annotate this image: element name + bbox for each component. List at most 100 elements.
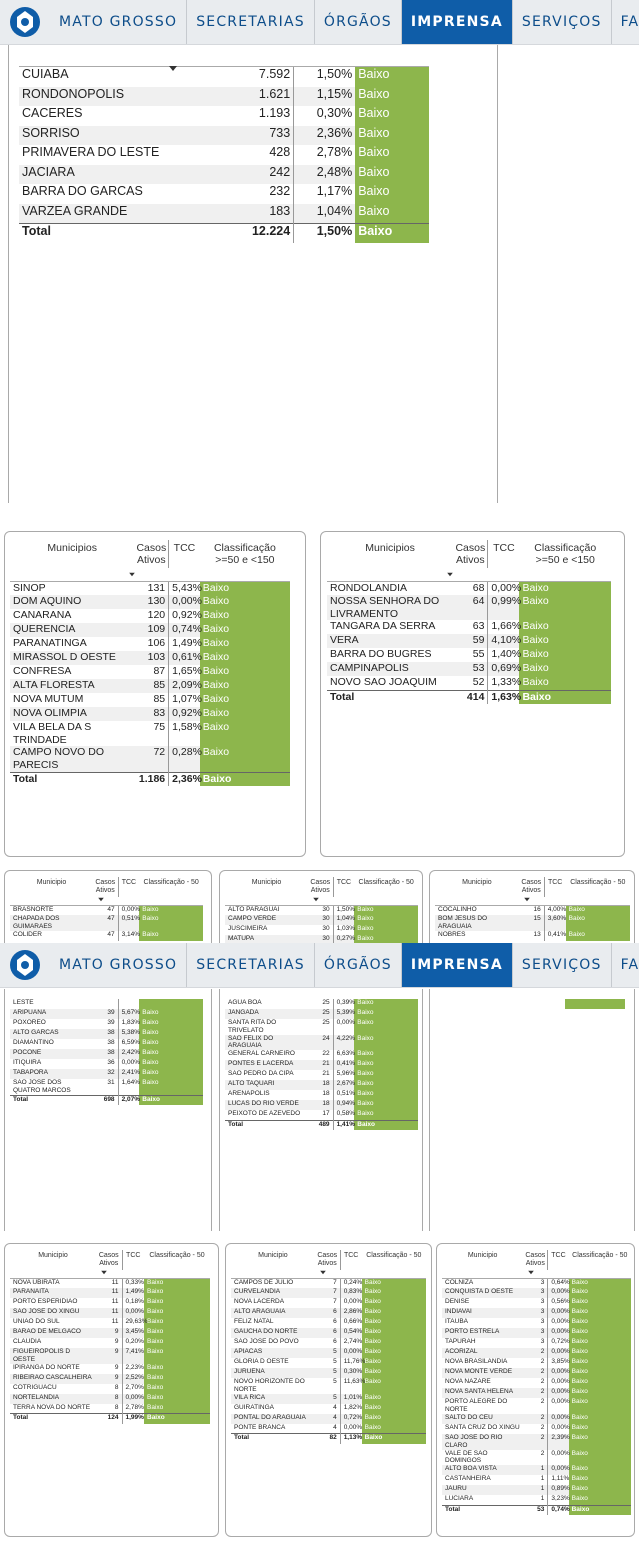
table-row[interactable]: PONTAL DO ARAGUAIA 4 0,72% Baixo: [231, 1413, 426, 1424]
table-row[interactable]: APIACAS 5 0,00% Baixo: [231, 1348, 426, 1359]
table-row[interactable]: PORTO ESPERIDIAO 11 0,18% Baixo: [10, 1298, 210, 1309]
table-row[interactable]: COTRIGUACU 8 2,70% Baixo: [10, 1383, 210, 1394]
table-row[interactable]: GAUCHA DO NORTE 6 0,54% Baixo: [231, 1328, 426, 1339]
column-header-mun[interactable]: Municipio: [258, 1252, 288, 1259]
table-row[interactable]: JUSCIMEIRA 30 1,03% Baixo: [225, 925, 418, 936]
column-header-mun[interactable]: Municipio: [36, 879, 67, 886]
column-header-mun[interactable]: Municipio: [251, 879, 282, 886]
table-row[interactable]: JACIARA 242 2,48% Baixo: [19, 164, 429, 184]
table-row[interactable]: CASTANHEIRA 1 1,11% Baixo: [442, 1475, 631, 1486]
nav-mato-grosso[interactable]: MATO GROSSO: [50, 943, 188, 987]
column-header-casos[interactable]: Casos Ativos: [314, 1250, 341, 1271]
table-row[interactable]: NOVA LACERDA 7 0,00% Baixo: [231, 1298, 426, 1309]
table-row[interactable]: FIGUEIROPOLIS D OESTE 9 7,41% Baixo: [10, 1348, 210, 1364]
table-row[interactable]: ALTO ARAGUAIA 6 2,86% Baixo: [231, 1308, 426, 1319]
column-header-cls[interactable]: Classificação - 50: [570, 879, 626, 886]
sort-desc-icon[interactable]: [98, 897, 104, 902]
table-row[interactable]: TERRA NOVA DO NORTE 8 2,78% Baixo: [10, 1403, 210, 1414]
table-row[interactable]: COCALINHO 16 4,00% Baixo: [435, 905, 630, 916]
column-header-mun[interactable]: Municipio: [467, 1252, 498, 1259]
nav-imprensa[interactable]: IMPRENSA: [401, 943, 513, 987]
table-row[interactable]: QUERENCIA 109 0,74% Baixo: [10, 623, 290, 638]
table-row[interactable]: RONDOLANDIA 68 0,00% Baixo: [327, 581, 611, 596]
sort-desc-icon[interactable]: [523, 897, 530, 902]
table-row[interactable]: PORTO ESTRELA 3 0,00% Baixo: [442, 1328, 631, 1339]
table-row[interactable]: INDIAVAI 3 0,00% Baixo: [442, 1308, 631, 1319]
table-row[interactable]: NOVA NAZARE 2 0,00% Baixo: [442, 1378, 631, 1389]
table-row[interactable]: CAMPINAPOLIS 53 0,69% Baixo: [327, 662, 611, 677]
column-header-tcc[interactable]: TCC: [493, 542, 515, 554]
table-row[interactable]: NOVA OLIMPIA 83 0,92% Baixo: [10, 707, 290, 722]
table-row[interactable]: SANTA RITA DO TRIVELATO 25 0,00% Baixo: [225, 1019, 418, 1035]
table-row[interactable]: ITAUBA 3 0,00% Baixo: [442, 1318, 631, 1329]
table-row[interactable]: PARANAITA 11 1,49% Baixo: [10, 1288, 210, 1299]
table-row[interactable]: PEIXOTO DE AZEVEDO 17 0,58% Baixo: [225, 1110, 418, 1121]
table-row[interactable]: NOBRES 13 0,41% Baixo: [435, 930, 630, 941]
table-row[interactable]: CLAUDIA 9 0,20% Baixo: [10, 1338, 210, 1349]
table-row[interactable]: VALE DE SAO DOMINGOS 2 0,00% Baixo: [442, 1449, 631, 1466]
table-row[interactable]: CONFRESA 87 1,65% Baixo: [10, 665, 290, 680]
table-row[interactable]: BARRA DO GARCAS 232 1,17% Baixo: [19, 184, 429, 204]
nav-mato-grosso[interactable]: MATO GROSSO: [50, 0, 188, 44]
table-row[interactable]: CURVELANDIA 7 0,83% Baixo: [231, 1288, 426, 1299]
table-row[interactable]: JANGADA 25 5,39% Baixo: [225, 1009, 418, 1019]
table-row[interactable]: CAMPO VERDE 30 1,04% Baixo: [225, 915, 418, 926]
table-row[interactable]: PARANATINGA 106 1,49% Baixo: [10, 637, 290, 652]
table-row[interactable]: ALTO TAQUARI 18 2,67% Baixo: [225, 1080, 418, 1091]
table-row[interactable]: CAMPO NOVO DO PARECIS 72 0,28% Baixo: [10, 746, 290, 773]
sort-desc-icon[interactable]: [169, 66, 177, 71]
column-header-tcc[interactable]: TCC: [336, 879, 352, 886]
table-row[interactable]: CAMPOS DE JULIO 7 0,24% Baixo: [231, 1278, 426, 1289]
table-row[interactable]: CONQUISTA D OESTE 3 0,00% Baixo: [442, 1288, 631, 1299]
table-row[interactable]: IPIRANGA DO NORTE 9 2,23% Baixo: [10, 1363, 210, 1374]
table-row[interactable]: LESTE: [10, 999, 203, 1009]
table-row[interactable]: ARENAPOLIS 18 0,51% Baixo: [225, 1090, 418, 1101]
table-row[interactable]: VARZEA GRANDE 183 1,04% Baixo: [19, 203, 429, 223]
column-header-casos[interactable]: Casos Ativos: [307, 877, 334, 898]
table-row[interactable]: UNIAO DO SUL 11 29,63% Baixo: [10, 1318, 210, 1329]
table-row[interactable]: RIBEIRAO CASCALHEIRA 9 2,52% Baixo: [10, 1373, 210, 1384]
table-row[interactable]: POCONE 38 2,42% Baixo: [10, 1049, 203, 1059]
column-header-tcc[interactable]: TCC: [551, 1252, 566, 1259]
table-row[interactable]: NOVO SAO JOAQUIM 52 1,33% Baixo: [327, 676, 611, 691]
table-row[interactable]: SALTO DO CEU 2 0,00% Baixo: [442, 1413, 631, 1424]
sort-desc-icon[interactable]: [447, 572, 454, 577]
table-row[interactable]: SORRISO 733 2,36% Baixo: [19, 125, 429, 145]
table-row[interactable]: TANGARA DA SERRA 63 1,66% Baixo: [327, 620, 611, 635]
column-header-tcc[interactable]: TCC: [126, 1252, 141, 1259]
table-row[interactable]: MIRASSOL D OESTE 103 0,61% Baixo: [10, 651, 290, 666]
column-header-casos[interactable]: Casos Ativos: [453, 540, 489, 569]
table-row[interactable]: MATUPA 30 0,27% Baixo: [225, 935, 418, 946]
column-header-cls[interactable]: Classificação >=50 e <150: [213, 542, 276, 567]
table-row[interactable]: LUCIARA 1 3,23% Baixo: [442, 1495, 631, 1506]
table-row[interactable]: PONTES E LACERDA 21 0,41% Baixo: [225, 1060, 418, 1071]
table-row[interactable]: NOVA MUTUM 85 1,07% Baixo: [10, 693, 290, 708]
column-header-mun[interactable]: Municipio: [462, 879, 492, 886]
table-row[interactable]: JAURU 1 0,89% Baixo: [442, 1485, 631, 1496]
table-row[interactable]: RONDONOPOLIS 1.621 1,15% Baixo: [19, 86, 429, 106]
column-header-casos[interactable]: Casos Ativos: [518, 877, 545, 898]
column-header-casos[interactable]: Casos Ativos: [96, 1250, 123, 1271]
nav-servicos[interactable]: SERVIÇOS: [513, 943, 612, 987]
column-header-tcc[interactable]: TCC: [547, 879, 563, 886]
nav-imprensa[interactable]: IMPRENSA: [401, 0, 513, 44]
table-row[interactable]: COLIDER 47 3,14% Baixo: [10, 930, 203, 941]
table-row[interactable]: PRIMAVERA DO LESTE 428 2,78% Baixo: [19, 145, 429, 165]
table-row[interactable]: VILA RICA 5 1,01% Baixo: [231, 1393, 426, 1404]
sort-desc-icon[interactable]: [319, 1270, 326, 1275]
table-row[interactable]: GLORIA D OESTE 5 11,76% Baixo: [231, 1358, 426, 1369]
table-row[interactable]: POXOREO 39 1,83% Baixo: [10, 1019, 203, 1029]
column-header-cls[interactable]: Classificação - 50: [143, 879, 199, 886]
column-header-tcc[interactable]: TCC: [343, 1252, 359, 1259]
table-row[interactable]: SAO JOSE DO XINGU 11 0,00% Baixo: [10, 1308, 210, 1319]
table-row[interactable]: DENISE 3 0,56% Baixo: [442, 1298, 631, 1309]
column-header-cls[interactable]: Classificação >=50 e <150: [534, 542, 597, 567]
column-header-tcc[interactable]: TCC: [173, 542, 196, 554]
table-row[interactable]: SAO PEDRO DA CIPA 21 5,96% Baixo: [225, 1070, 418, 1081]
table-row[interactable]: BOM JESUS DO ARAGUAIA 15 3,60% Baixo: [435, 915, 630, 931]
table-row[interactable]: ALTO BOA VISTA 1 0,00% Baixo: [442, 1465, 631, 1476]
table-row[interactable]: TAPURAH 3 0,72% Baixo: [442, 1338, 631, 1349]
column-header-casos[interactable]: Casos Ativos: [523, 1250, 549, 1271]
table-row[interactable]: SANTA CRUZ DO XINGU 2 0,00% Baixo: [442, 1423, 631, 1434]
